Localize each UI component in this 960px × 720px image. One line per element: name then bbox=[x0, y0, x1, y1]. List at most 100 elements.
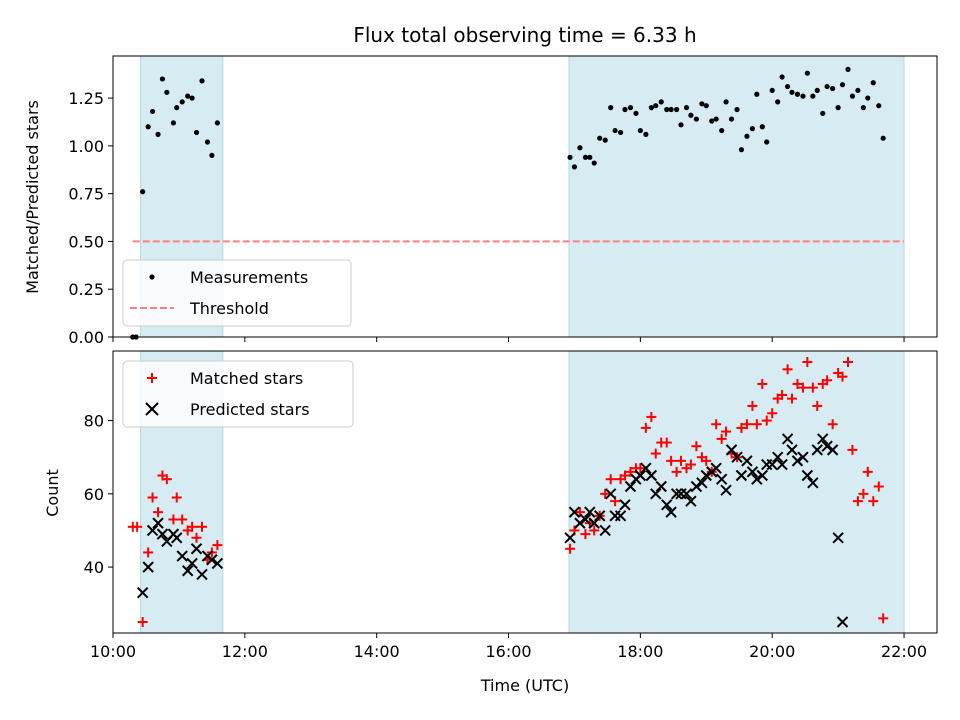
data-point bbox=[771, 451, 784, 463]
data-point bbox=[191, 532, 202, 543]
data-point bbox=[701, 455, 712, 466]
data-point bbox=[589, 525, 600, 536]
data-point bbox=[860, 105, 866, 111]
data-point bbox=[640, 462, 652, 474]
data-point bbox=[775, 99, 781, 105]
data-point bbox=[870, 80, 876, 86]
count-axes: 40 60 80 10:00 12:00 14:00 16:00 18:00 20:00 22:0… bbox=[84, 350, 938, 661]
y-tick-label: 0.00 bbox=[68, 328, 104, 347]
data-point bbox=[190, 543, 203, 555]
data-point bbox=[873, 481, 884, 492]
data-point bbox=[597, 135, 603, 141]
data-point bbox=[830, 85, 836, 92]
data-point bbox=[147, 492, 158, 503]
y-tick-label: 0.75 bbox=[68, 185, 104, 204]
data-point bbox=[187, 521, 198, 532]
data-point bbox=[826, 444, 839, 456]
data-point bbox=[754, 91, 760, 97]
chart-title: Flux total observing time = 6.33 h bbox=[353, 23, 696, 47]
data-point bbox=[747, 400, 758, 411]
data-point bbox=[786, 393, 797, 404]
data-point bbox=[653, 103, 659, 109]
legend-label: Threshold bbox=[189, 299, 269, 318]
legend: Measurements Threshold bbox=[122, 259, 352, 327]
data-point bbox=[751, 419, 762, 430]
data-point bbox=[577, 145, 583, 151]
data-point bbox=[658, 99, 664, 105]
data-point bbox=[721, 426, 732, 437]
data-point bbox=[777, 389, 788, 400]
data-point bbox=[713, 116, 719, 122]
data-point bbox=[574, 517, 586, 529]
data-point bbox=[703, 103, 709, 109]
data-point bbox=[843, 356, 854, 367]
data-point bbox=[661, 499, 673, 511]
data-point bbox=[209, 152, 215, 159]
x-tick-label: 20:00 bbox=[749, 642, 795, 661]
ratio-y-axis-title: Matched/Predicted stars bbox=[23, 100, 42, 294]
data-point bbox=[876, 103, 882, 109]
data-point bbox=[640, 422, 651, 433]
data-point bbox=[757, 378, 768, 389]
data-point bbox=[568, 506, 581, 518]
data-point bbox=[666, 455, 677, 466]
data-point bbox=[868, 496, 879, 507]
data-point bbox=[880, 135, 886, 141]
data-point bbox=[723, 99, 729, 105]
data-point bbox=[648, 105, 654, 111]
data-point bbox=[204, 139, 211, 145]
data-point bbox=[584, 506, 596, 518]
data-point bbox=[579, 513, 592, 526]
data-point bbox=[696, 477, 708, 489]
data-point bbox=[153, 507, 164, 518]
data-point bbox=[634, 469, 647, 482]
x-tick-label: 18:00 bbox=[617, 642, 663, 661]
x-tick-label: 22:00 bbox=[881, 642, 927, 661]
data-point bbox=[716, 433, 727, 444]
legend-box bbox=[122, 259, 352, 327]
data-point bbox=[858, 488, 869, 499]
data-point bbox=[665, 506, 677, 518]
data-point bbox=[709, 118, 715, 124]
data-point bbox=[617, 129, 624, 136]
data-point bbox=[574, 507, 585, 518]
data-point bbox=[179, 99, 185, 105]
data-point bbox=[769, 87, 775, 94]
data-point bbox=[146, 524, 159, 537]
data-point bbox=[619, 499, 631, 511]
data-point bbox=[810, 93, 816, 99]
data-point bbox=[814, 87, 820, 94]
data-point bbox=[567, 154, 573, 160]
data-point bbox=[186, 557, 198, 570]
legend-marker bbox=[149, 274, 155, 280]
data-point bbox=[767, 408, 778, 419]
data-point bbox=[744, 133, 750, 139]
data-point bbox=[779, 74, 785, 80]
data-point bbox=[655, 480, 667, 493]
data-point bbox=[619, 470, 630, 481]
data-point bbox=[700, 469, 712, 482]
data-point bbox=[168, 514, 179, 525]
data-point bbox=[174, 105, 180, 111]
data-point bbox=[199, 78, 205, 84]
data-point bbox=[878, 613, 889, 624]
data-point bbox=[855, 87, 861, 94]
data-point bbox=[156, 528, 169, 540]
data-point bbox=[171, 492, 182, 503]
legend-label: Predicted stars bbox=[190, 400, 310, 419]
y-tick-label: 0.25 bbox=[68, 280, 104, 299]
data-point bbox=[643, 131, 649, 137]
data-point bbox=[749, 126, 756, 132]
x-tick-label: 12:00 bbox=[222, 642, 268, 661]
data-point bbox=[637, 127, 643, 134]
data-point bbox=[824, 83, 830, 90]
data-point bbox=[142, 561, 154, 573]
data-point bbox=[612, 127, 618, 134]
data-point bbox=[734, 106, 740, 113]
data-point bbox=[196, 568, 208, 581]
count-y-axis-title: Count bbox=[43, 469, 62, 517]
data-point bbox=[145, 124, 151, 130]
data-point bbox=[811, 444, 823, 456]
data-point bbox=[136, 587, 149, 599]
data-point bbox=[794, 91, 801, 97]
